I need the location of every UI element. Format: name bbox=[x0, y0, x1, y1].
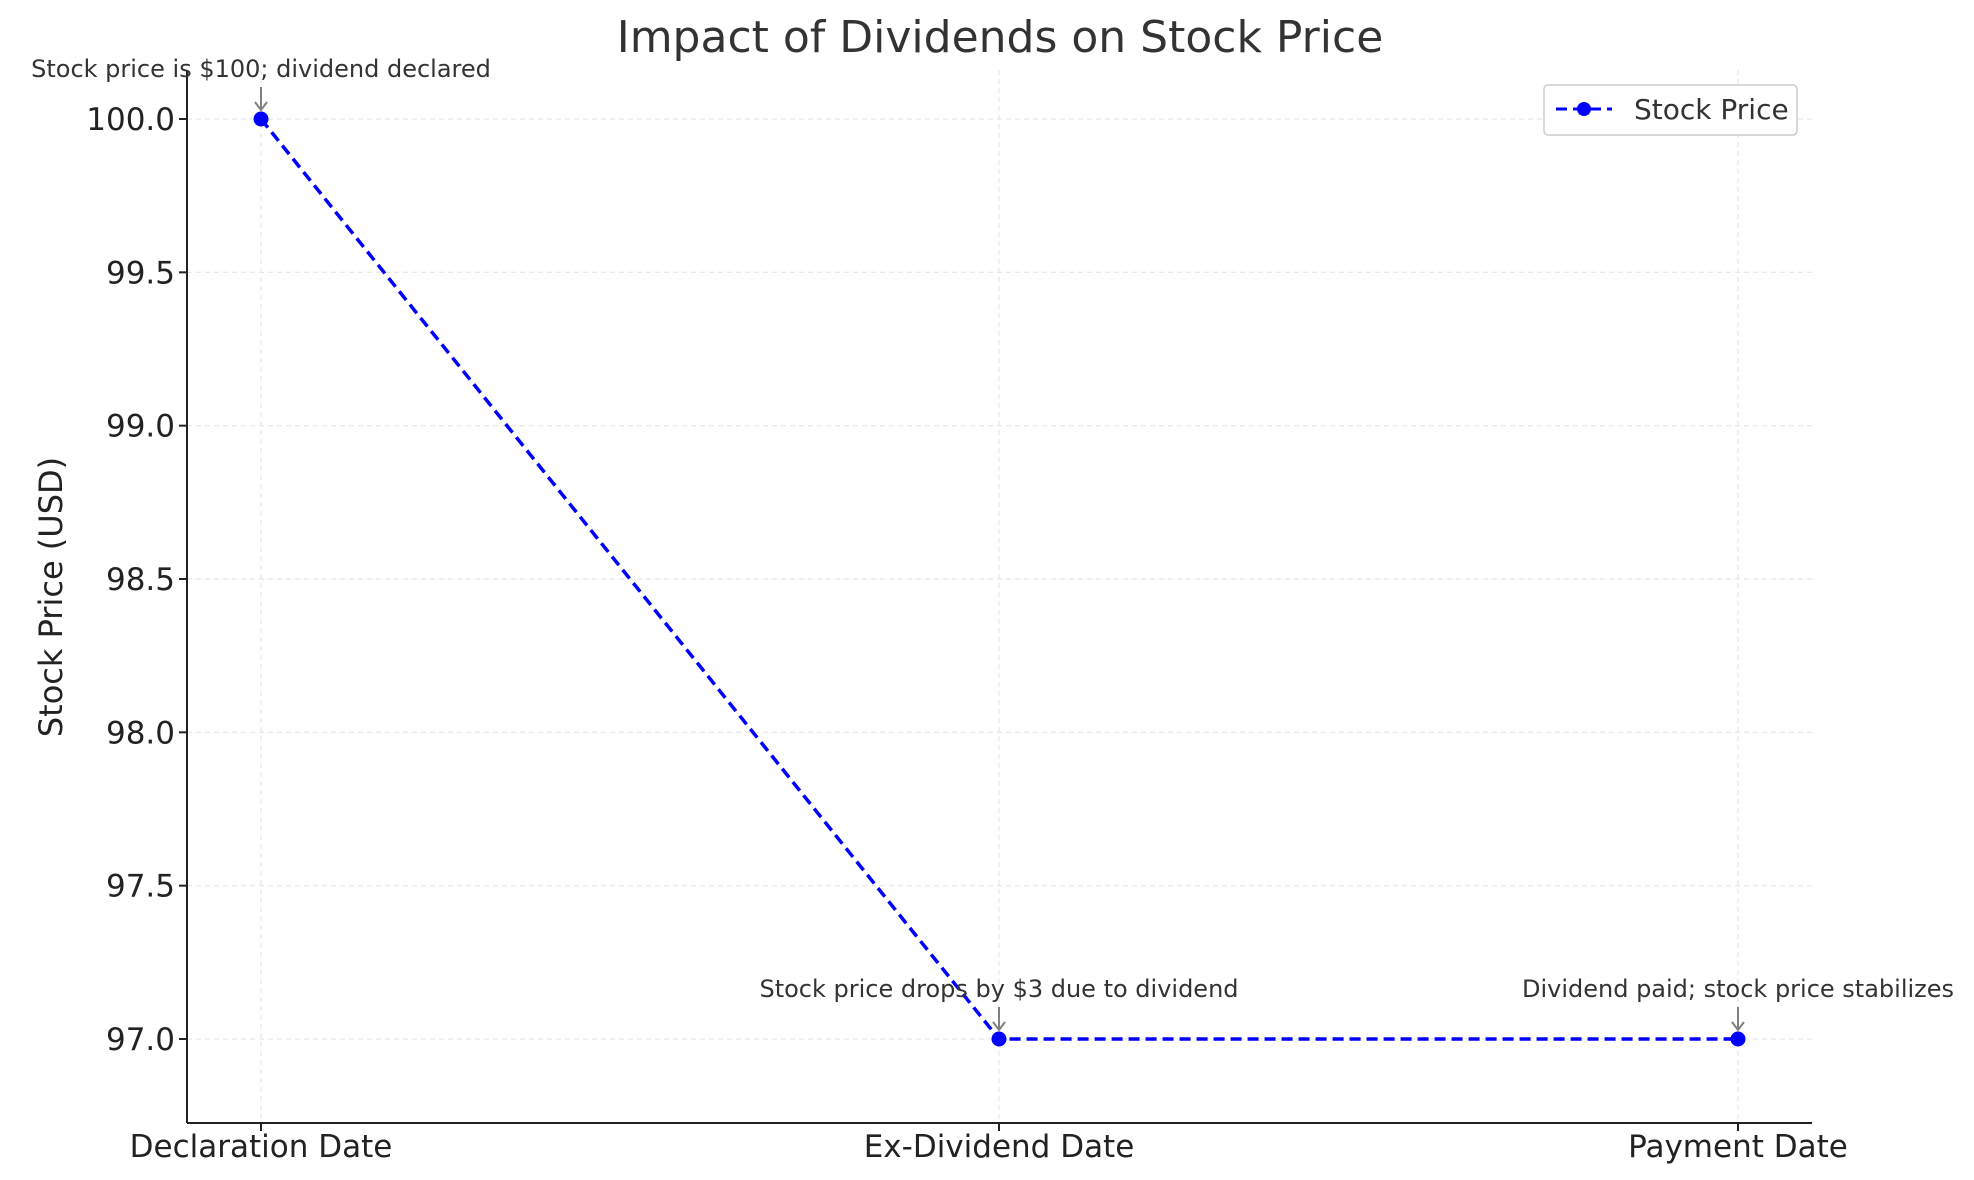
tick-marks: 97.0 97.5 98.0 98.5 99.0 99.5 100.0 Declaration… bbox=[86, 102, 1848, 1165]
x-tick-label: Ex-Dividend Date bbox=[864, 1129, 1135, 1165]
y-tick-label: 97.5 bbox=[106, 869, 175, 905]
annotations: Stock price is $100; dividend declared St… bbox=[31, 55, 1954, 1032]
y-tick-label: 99.5 bbox=[106, 255, 175, 291]
annotation-text: Stock price drops by $3 due to dividend bbox=[759, 975, 1238, 1003]
y-tick-label: 99.0 bbox=[106, 409, 175, 445]
legend: Stock Price bbox=[1543, 84, 1798, 136]
annotation-text: Dividend paid; stock price stabilizes bbox=[1522, 975, 1954, 1003]
legend-label: Stock Price bbox=[1634, 93, 1789, 126]
legend-marker bbox=[1577, 102, 1591, 116]
y-tick-label: 100.0 bbox=[86, 102, 175, 138]
annotation-text: Stock price is $100; dividend declared bbox=[31, 55, 491, 83]
x-tick-label: Payment Date bbox=[1628, 1129, 1848, 1165]
data-point bbox=[253, 111, 269, 127]
annotation-arrowhead bbox=[1731, 1021, 1745, 1032]
grid-lines bbox=[187, 70, 1812, 1123]
x-tick-label: Declaration Date bbox=[130, 1129, 393, 1165]
annotation-arrowhead bbox=[992, 1021, 1006, 1032]
legend-box bbox=[1543, 84, 1798, 136]
data-point bbox=[991, 1031, 1007, 1047]
y-tick-label: 98.5 bbox=[106, 562, 175, 598]
annotation-arrowhead bbox=[254, 101, 268, 112]
y-tick-label: 97.0 bbox=[106, 1022, 175, 1058]
series-stock-price bbox=[253, 111, 1746, 1047]
y-tick-label: 98.0 bbox=[106, 715, 175, 751]
data-point bbox=[1730, 1031, 1746, 1047]
y-axis-label: Stock Price (USD) bbox=[32, 457, 70, 737]
chart-title: Impact of Dividends on Stock Price bbox=[617, 12, 1384, 63]
